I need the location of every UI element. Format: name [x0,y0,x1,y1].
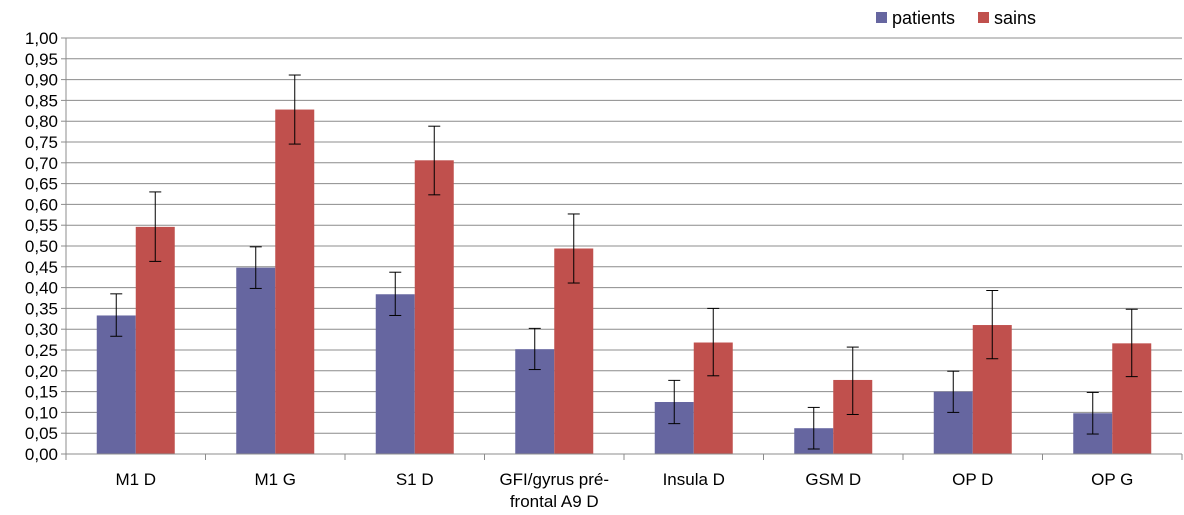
x-category-label: M1 D [115,470,156,489]
y-tick-label: 0,35 [25,299,58,318]
y-tick-label: 0,30 [25,320,58,339]
gridlines [66,37,1182,434]
x-category-label: Insula D [663,470,725,489]
legend-swatch-sains [978,12,989,23]
x-category-label: S1 D [396,470,434,489]
y-tick-label: 0,00 [25,445,58,464]
legend: patients sains [876,8,1036,28]
x-category-label: GFI/gyrus pré- [499,470,609,489]
y-tick-label: 0,80 [25,112,58,131]
y-tick-label: 0,95 [25,50,58,69]
error-bars [110,74,1138,450]
bar-patients [96,315,136,454]
y-tick-label: 0,45 [25,258,58,277]
y-tick-label: 0,15 [25,383,58,402]
y-axis-ticks: 0,00 0,05 0,100,15 0,20 0,25 0,30 0,350,40 0,45… [25,29,66,464]
axes [65,38,1183,460]
y-tick-label: 0,75 [25,133,58,152]
bar-sains [414,160,454,454]
y-tick-label: 0,25 [25,341,58,360]
y-tick-label: 0,60 [25,195,58,214]
x-category-label: frontal A9 D [510,492,599,511]
bars [96,109,1152,454]
bar-sains [275,109,315,454]
legend-label-patients: patients [892,8,955,28]
legend-label-sains: sains [994,8,1036,28]
y-tick-label: 0,85 [25,91,58,110]
x-category-label: GSM D [805,470,861,489]
bar-sains [135,226,175,454]
y-tick-label: 0,05 [25,424,58,443]
y-tick-label: 0,70 [25,154,58,173]
legend-swatch-patients [876,12,887,23]
y-tick-label: 0,50 [25,237,58,256]
x-category-label: OP G [1091,470,1133,489]
y-tick-label: 0,55 [25,216,58,235]
x-category-label: M1 G [254,470,296,489]
y-tick-label: 0,90 [25,71,58,90]
y-tick-label: 0,40 [25,279,58,298]
y-tick-label: 0,20 [25,362,58,381]
bar-patients [236,267,276,454]
x-axis-categories: M1 D M1 G S1 D GFI/gyrus pré-frontal A9 D In… [115,470,1133,511]
y-tick-label: 1,00 [25,29,58,48]
y-tick-label: 0,10 [25,403,58,422]
bar-patients [375,294,415,454]
y-tick-label: 0,65 [25,175,58,194]
x-category-label: OP D [952,470,993,489]
